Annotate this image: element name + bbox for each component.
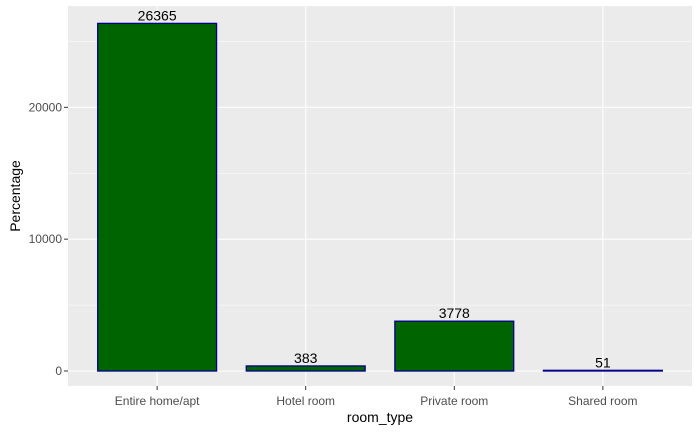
x-axis-title: room_type <box>347 409 413 425</box>
bar <box>394 320 515 372</box>
y-tick-label: 0 <box>55 364 62 378</box>
data-label: 26365 <box>138 7 177 23</box>
data-labels: 26365 383 3778 51 <box>138 7 611 370</box>
x-tick-label: Hotel room <box>276 394 335 408</box>
data-label: 3778 <box>439 305 470 321</box>
data-label: 51 <box>595 354 611 370</box>
x-axis: Entire home/apt Hotel room Private room Sha… <box>115 386 638 408</box>
x-tick-label: Entire home/apt <box>115 394 200 408</box>
bar <box>97 22 218 372</box>
y-axis: 0 10000 20000 <box>29 100 68 378</box>
bars <box>97 22 663 372</box>
y-tick-label: 10000 <box>29 232 63 246</box>
x-tick-label: Shared room <box>568 394 637 408</box>
bar <box>245 365 366 372</box>
y-tick-label: 20000 <box>29 100 63 114</box>
x-tick-label: Private room <box>420 394 488 408</box>
data-label: 383 <box>294 350 318 366</box>
bar <box>542 369 663 372</box>
y-axis-title: Percentage <box>7 160 23 232</box>
